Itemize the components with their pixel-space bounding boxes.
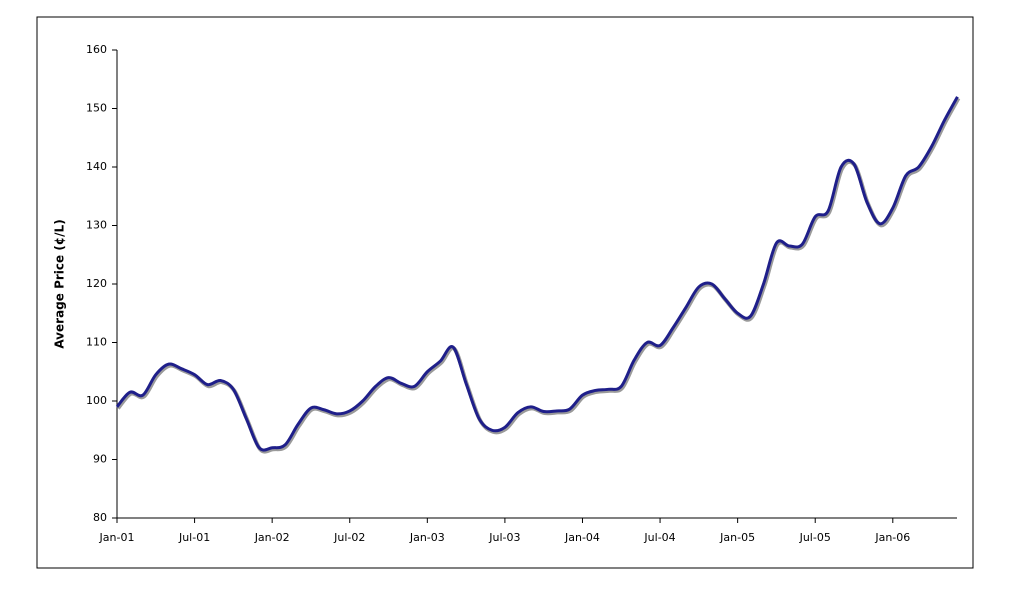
x-tick-label: Jan-01 <box>99 531 135 544</box>
y-tick-label: 110 <box>86 336 107 349</box>
x-tick-label: Jul-02 <box>333 531 365 544</box>
y-axis-label: Average Price (¢/L) <box>53 219 67 348</box>
x-tick-label: Jan-02 <box>254 531 290 544</box>
x-tick-label: Jan-03 <box>409 531 445 544</box>
x-tick-label: Jul-04 <box>643 531 675 544</box>
line <box>115 96 959 452</box>
x-tick-label: Jul-01 <box>178 531 210 544</box>
y-tick-label: 120 <box>86 277 107 290</box>
y-tick-label: 140 <box>86 160 107 173</box>
y-tick-label: 100 <box>86 394 107 407</box>
y-tick-label: 90 <box>93 453 107 466</box>
y-tick-label: 160 <box>86 43 107 56</box>
y-tick-label: 150 <box>86 102 107 115</box>
x-tick-label: Jan-06 <box>874 531 910 544</box>
y-tick-label: 130 <box>86 219 107 232</box>
x-tick-label: Jan-05 <box>719 531 755 544</box>
y-tick-label: 80 <box>93 511 107 524</box>
x-tick-label: Jul-03 <box>488 531 520 544</box>
x-tick-label: Jul-05 <box>799 531 831 544</box>
x-tick-label: Jan-04 <box>564 531 600 544</box>
chart-frame <box>36 16 974 569</box>
